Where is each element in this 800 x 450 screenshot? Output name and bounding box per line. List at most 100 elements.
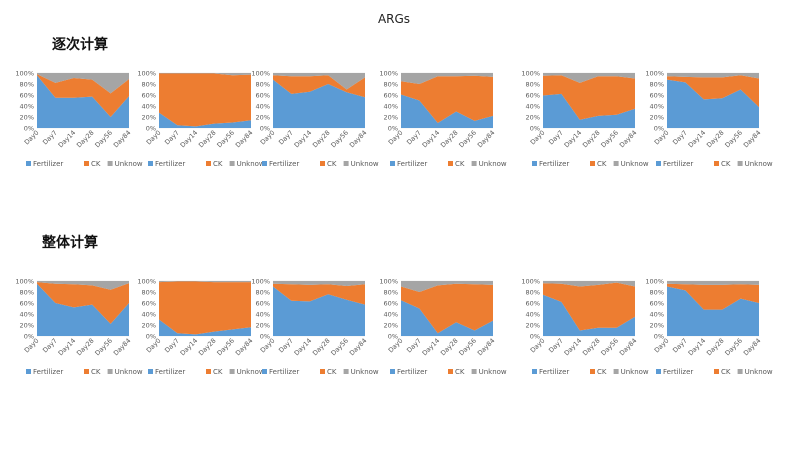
legend-swatch-ck xyxy=(84,161,89,166)
y-tick-label: 60% xyxy=(142,91,156,99)
y-tick-label: 100% xyxy=(521,69,540,77)
area-unknow xyxy=(401,281,493,292)
x-tick-label: Day84 xyxy=(618,337,639,358)
area-fertilizer xyxy=(159,112,251,128)
area-chart-6: 0%20%40%60%80%100%Day0 Day7Day14Day28Day5… xyxy=(645,69,773,168)
legend-label: Fertilizer xyxy=(33,368,63,376)
x-tick-label: Day84 xyxy=(476,129,497,150)
y-tick-label: 60% xyxy=(20,91,34,99)
y-tick-label: 100% xyxy=(379,69,398,77)
y-tick-label: 100% xyxy=(137,69,156,77)
y-tick-label: 0% xyxy=(24,124,34,132)
y-tick-label: 80% xyxy=(142,80,156,88)
legend-swatch-unknow xyxy=(107,369,113,374)
y-tick-label: 100% xyxy=(15,277,34,285)
x-tick-label: Day56 xyxy=(93,129,114,150)
x-tick-label: Day84 xyxy=(618,129,639,150)
legend-swatch-fertilizer xyxy=(262,369,267,374)
y-tick-label: 60% xyxy=(20,299,34,307)
y-tick-label: 60% xyxy=(650,91,664,99)
legend-label: Fertilizer xyxy=(539,160,569,168)
y-tick-label: 40% xyxy=(20,310,34,318)
area-ck xyxy=(273,75,365,98)
y-tick-label: 80% xyxy=(384,288,398,296)
section-heading-overall: 整体计算 xyxy=(42,235,98,251)
area-ck xyxy=(273,283,365,305)
legend-label: CK xyxy=(721,368,731,376)
y-tick-label: 0% xyxy=(654,332,664,340)
y-tick-label: 0% xyxy=(530,124,540,132)
x-tick-label: Day28 xyxy=(311,129,332,150)
area-unknow xyxy=(273,73,365,90)
y-tick-label: 40% xyxy=(384,310,398,318)
y-tick-label: 0% xyxy=(146,124,156,132)
y-tick-label: 40% xyxy=(650,102,664,110)
y-tick-label: 40% xyxy=(142,102,156,110)
legend-label: Unknow xyxy=(745,368,773,376)
legend-swatch-ck xyxy=(714,161,719,166)
y-tick-label: 100% xyxy=(645,69,664,77)
x-tick-label: Day56 xyxy=(599,129,620,150)
y-tick-label: 20% xyxy=(256,113,270,121)
legend-swatch-ck xyxy=(320,161,325,166)
area-chart-3: 0%20%40%60%80%100%Day0 Day7Day14Day28Day5… xyxy=(251,69,379,168)
legend-label: Fertilizer xyxy=(269,160,299,168)
y-tick-label: 20% xyxy=(142,113,156,121)
y-tick-label: 100% xyxy=(15,69,34,77)
y-tick-label: 40% xyxy=(526,310,540,318)
area-ck xyxy=(667,75,759,108)
legend-label: CK xyxy=(455,368,465,376)
legend-label: Fertilizer xyxy=(663,160,693,168)
y-tick-label: 40% xyxy=(142,310,156,318)
x-tick-label: Day56 xyxy=(93,337,114,358)
legend-swatch-ck xyxy=(590,369,595,374)
y-tick-label: 0% xyxy=(388,332,398,340)
y-tick-label: 80% xyxy=(526,80,540,88)
legend-swatch-ck xyxy=(206,369,211,374)
x-tick-label: Day14 xyxy=(179,337,200,358)
area-fertilizer xyxy=(667,286,759,336)
x-tick-label: Day84 xyxy=(348,337,369,358)
y-tick-label: 80% xyxy=(650,80,664,88)
x-tick-label: Day56 xyxy=(457,129,478,150)
y-tick-label: 60% xyxy=(526,91,540,99)
legend-label: Unknow xyxy=(115,160,143,168)
main-title: ARGs xyxy=(377,12,411,26)
y-tick-label: 60% xyxy=(256,91,270,99)
area-ck xyxy=(401,283,493,334)
legend-swatch-fertilizer xyxy=(532,161,537,166)
legend-swatch-ck xyxy=(448,369,453,374)
x-tick-label: Day56 xyxy=(457,337,478,358)
x-tick-label: Day56 xyxy=(599,337,620,358)
x-tick-label: Day56 xyxy=(723,337,744,358)
y-tick-label: 0% xyxy=(654,124,664,132)
x-tick-label: Day14 xyxy=(563,129,584,150)
legend-label: CK xyxy=(455,160,465,168)
x-tick-label: Day14 xyxy=(179,129,200,150)
x-tick-label: Day28 xyxy=(311,337,332,358)
y-tick-label: 0% xyxy=(388,124,398,132)
legend-swatch-ck xyxy=(206,161,211,166)
y-tick-label: 20% xyxy=(142,321,156,329)
y-tick-label: 80% xyxy=(256,80,270,88)
x-tick-label: Day28 xyxy=(439,337,460,358)
legend-label: Fertilizer xyxy=(663,368,693,376)
y-tick-label: 100% xyxy=(251,277,270,285)
y-tick-label: 60% xyxy=(142,299,156,307)
x-tick-label: Day14 xyxy=(687,129,708,150)
y-tick-label: 20% xyxy=(526,321,540,329)
area-unknow xyxy=(37,73,129,94)
legend-swatch-unknow xyxy=(737,161,743,166)
legend-swatch-ck xyxy=(448,161,453,166)
legend-swatch-fertilizer xyxy=(656,369,661,374)
legend-label: Fertilizer xyxy=(397,368,427,376)
legend-label: CK xyxy=(721,160,731,168)
legend-label: Unknow xyxy=(621,160,649,168)
area-ck xyxy=(667,283,759,310)
y-tick-label: 40% xyxy=(384,102,398,110)
y-tick-label: 100% xyxy=(137,277,156,285)
legend-swatch-fertilizer xyxy=(148,369,153,374)
y-tick-label: 80% xyxy=(20,288,34,296)
legend-swatch-unknow xyxy=(471,161,477,166)
legend-swatch-unknow xyxy=(471,369,477,374)
